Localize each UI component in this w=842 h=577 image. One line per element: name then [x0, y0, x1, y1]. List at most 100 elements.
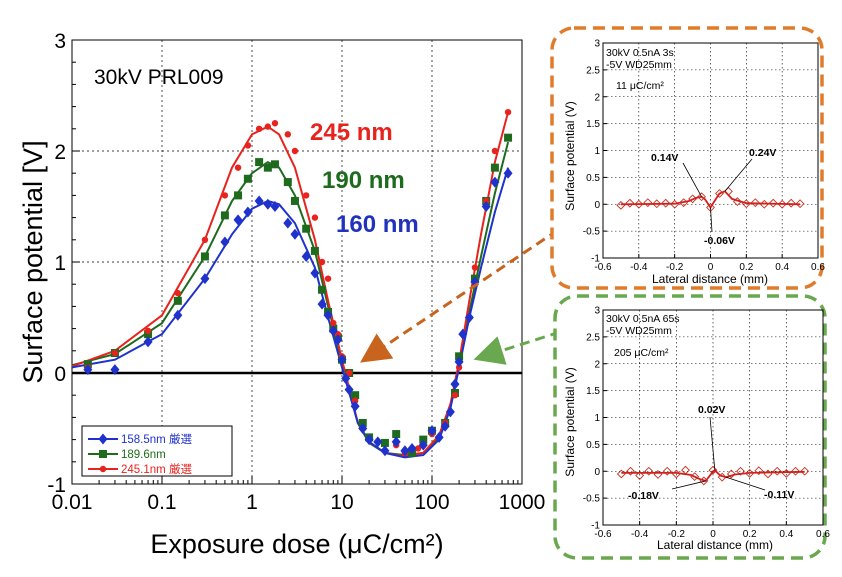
data-point — [290, 228, 300, 240]
data-point — [318, 285, 327, 294]
top-inset-info-line2: -5V WD25mm — [606, 59, 672, 71]
data-point — [174, 289, 182, 297]
data-point — [283, 217, 293, 229]
data-point — [490, 163, 499, 172]
data-point — [201, 236, 209, 243]
data-point — [110, 364, 120, 376]
data-point — [328, 325, 338, 337]
data-point — [434, 431, 444, 443]
data-point — [200, 252, 209, 261]
data-point — [490, 176, 500, 188]
data-point — [144, 327, 152, 335]
x-tick-label: 1 — [246, 491, 258, 514]
inner-label: 30kV PRL009 — [94, 66, 224, 89]
data-point — [270, 160, 279, 169]
top-inset-label-bottom: -0.06V — [704, 235, 735, 247]
inset-y-tick-label: 1 — [594, 413, 600, 424]
series-curve — [71, 167, 510, 459]
data-point — [414, 445, 422, 452]
data-point — [391, 436, 401, 448]
data-point — [373, 436, 383, 448]
inset-x-tick-label: 0.6 — [816, 529, 830, 540]
data-point — [451, 392, 459, 399]
arrow-to-top-inset — [360, 228, 559, 363]
inset-data-point — [652, 199, 662, 209]
inset-x-tick-label: 0 — [708, 262, 714, 273]
y-tick-label: 1 — [54, 252, 66, 275]
inset-data-point — [736, 466, 745, 476]
inset-data-point — [750, 198, 760, 208]
bottom-inset-label-right: -0.11V — [764, 489, 794, 501]
inset-x-tick-label: 0.4 — [775, 262, 789, 273]
legend-label: 245.1nm 厳選 — [121, 462, 192, 476]
inset-data-point — [697, 192, 706, 202]
data-point — [264, 123, 272, 130]
inset-y-tick-label: 3 — [594, 306, 600, 317]
inset-x-tick-label: -0.4 — [630, 262, 648, 273]
top-inset-x-label: Lateral distance (mm) — [652, 272, 768, 286]
main-grid — [72, 40, 522, 484]
data-point — [220, 211, 229, 220]
data-point — [283, 178, 292, 187]
data-point — [200, 273, 210, 285]
main-points — [83, 108, 513, 457]
inset-y-tick-label: -0.5 — [583, 227, 601, 238]
data-point — [244, 142, 252, 149]
data-point — [380, 445, 390, 457]
top-inset-frame — [550, 26, 824, 290]
data-point — [330, 319, 337, 327]
annotation-190nm: 190 nm — [322, 167, 405, 194]
inset-y-tick-label: 2.5 — [586, 65, 600, 76]
inset-x-tick-label: -0.4 — [631, 529, 649, 540]
inset-data-point — [644, 466, 654, 476]
inset-data-point — [708, 465, 718, 475]
data-point — [243, 174, 252, 183]
data-point — [263, 163, 272, 172]
main-ticks: 0.01 0.1 1 10 100 1000 -1 0 1 2 3 — [47, 30, 545, 514]
legend-label: 158.5nm 厳選 — [121, 432, 192, 446]
inset-fit-curve — [621, 468, 805, 482]
inset-leader-line — [682, 162, 702, 197]
inset-y-tick-label: 2.5 — [586, 332, 600, 343]
main-curves — [71, 111, 510, 459]
data-point — [173, 296, 182, 305]
data-point — [83, 364, 93, 376]
inset-y-tick-label: -1 — [591, 254, 600, 265]
bottom-inset-info-line2: -5V WD25mm — [606, 325, 672, 337]
data-point — [323, 309, 333, 321]
inset-x-tick-label: 0.2 — [743, 529, 757, 540]
inset-leader-line — [671, 480, 706, 490]
data-point — [350, 400, 360, 412]
data-point — [310, 246, 319, 255]
inset-y-tick-label: 0.5 — [586, 440, 600, 451]
top-inset-info-line1: 30kV 0.5nA 3s — [606, 47, 674, 59]
data-point — [351, 397, 359, 404]
top-inset-chart: 30kV 0.5nA 3s -5V WD25mm 11 μC/cm² 0.14V… — [563, 39, 825, 287]
data-point — [263, 198, 273, 210]
data-point — [458, 328, 468, 340]
legend-marker — [99, 450, 107, 458]
data-point — [418, 439, 428, 451]
inset-y-tick-label: 1.5 — [586, 386, 600, 397]
data-point — [83, 360, 92, 369]
series-curve — [71, 111, 510, 458]
data-point — [419, 435, 428, 444]
inset-leader-line — [710, 207, 713, 233]
data-point — [427, 425, 437, 437]
data-point — [504, 108, 512, 116]
annotation-160nm: 160 nm — [336, 211, 419, 238]
inset-y-tick-label: -1 — [591, 521, 600, 532]
inset-data-point — [634, 199, 644, 209]
y-tick-label: 3 — [54, 30, 66, 53]
annotation-245nm: 245 nm — [310, 119, 393, 146]
data-point — [220, 236, 230, 248]
inset-leader-line — [724, 158, 753, 192]
data-point — [454, 356, 464, 368]
data-point — [144, 330, 153, 339]
data-point — [255, 125, 263, 132]
bottom-inset-y-label: Surface potential (V) — [563, 367, 577, 476]
bottom-inset-label-left: -0.18V — [628, 490, 659, 502]
data-point — [270, 201, 280, 212]
inset-data-point — [643, 198, 653, 208]
